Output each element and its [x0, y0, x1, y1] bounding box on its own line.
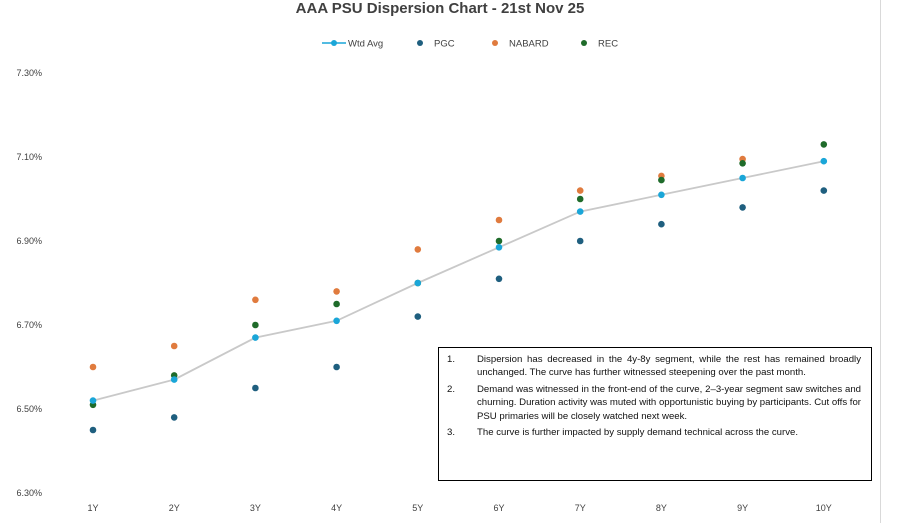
rec-point [820, 141, 828, 148]
plot-area [89, 141, 828, 434]
pgc-point [252, 384, 259, 392]
wtd-avg-point [495, 244, 503, 251]
wtd-avg-point [252, 334, 259, 341]
rec-point [252, 321, 259, 329]
legend-label-nabard: NABARD [509, 39, 549, 50]
rec-point [495, 237, 503, 245]
note-text: The curve is further impacted by supply … [477, 427, 799, 439]
x-tick-label: 10Y [816, 503, 832, 513]
rec-point [333, 300, 340, 308]
x-tick-label: 2Y [169, 503, 180, 513]
note-item: 2. Demand was witnessed in the front-end… [447, 383, 861, 423]
legend-marker-pgc [417, 40, 423, 46]
legend-label-wtd-avg: Wtd Avg [348, 39, 383, 50]
wtd-avg-point [333, 317, 340, 325]
note-text: Demand was witnessed in the front-end of… [477, 383, 861, 422]
wtd-avg-point [820, 157, 828, 165]
pgc-point [820, 187, 828, 194]
nabard-point [495, 216, 503, 224]
y-tick-label: 6.30% [16, 488, 42, 498]
note-item: 3. The curve is further impacted by supp… [447, 426, 861, 439]
pgc-point [89, 426, 97, 434]
wtd-avg-point [414, 279, 422, 287]
pgc-point [495, 275, 503, 283]
note-number: 2. [447, 383, 456, 395]
legend-label-rec: REC [598, 39, 618, 50]
nabard-point [252, 296, 259, 304]
note-number: 3. [447, 427, 456, 439]
nabard-point [89, 363, 97, 371]
x-tick-label: 9Y [737, 503, 748, 513]
notes-box: 1. Dispersion has decreased in the 4y-8y… [438, 347, 872, 481]
wtd-avg-line [92, 160, 824, 402]
wtd-avg-point [739, 174, 746, 182]
legend-label-pgc: PGC [434, 39, 455, 50]
legend-marker-wtd-avg [331, 40, 337, 46]
rec-point [658, 176, 665, 184]
wtd-avg-point [658, 191, 665, 199]
x-tick-label: 5Y [412, 503, 423, 513]
note-item: 1. Dispersion has decreased in the 4y-8y… [447, 353, 861, 380]
x-tick-label: 4Y [331, 503, 342, 513]
nabard-point [333, 288, 340, 295]
y-tick-label: 7.10% [16, 152, 42, 162]
legend: Wtd Avg PGC NABARD REC [322, 39, 618, 50]
x-tick-label: 8Y [656, 503, 667, 513]
note-number: 1. [447, 354, 456, 365]
wtd-avg-point [576, 208, 584, 215]
legend-marker-rec [581, 40, 587, 46]
note-text: Dispersion has decreased in the 4y-8y se… [477, 354, 861, 379]
x-tick-label: 7Y [575, 503, 586, 513]
x-tick-label: 3Y [250, 503, 261, 513]
pgc-point [658, 220, 665, 228]
chart-title: AAA PSU Dispersion Chart - 21st Nov 25 [296, 0, 585, 17]
pgc-point [333, 363, 340, 371]
wtd-avg-point [170, 376, 178, 383]
y-tick-label: 6.70% [16, 320, 42, 330]
wtd-avg-point [89, 397, 97, 404]
pgc-point [576, 237, 584, 245]
rec-point [576, 195, 584, 203]
nabard-point [576, 187, 584, 194]
x-axis: 1Y 2Y 3Y 4Y 5Y 6Y 7Y 8Y 9Y 10Y [87, 503, 831, 513]
x-tick-label: 6Y [493, 503, 504, 513]
y-tick-label: 6.90% [16, 236, 42, 246]
y-tick-label: 6.50% [16, 404, 42, 414]
pgc-point [170, 414, 178, 421]
dispersion-chart: AAA PSU Dispersion Chart - 21st Nov 25 W… [16, 0, 831, 513]
rec-point [739, 160, 746, 167]
pgc-point [414, 313, 422, 320]
legend-marker-nabard [492, 40, 498, 46]
x-tick-label: 1Y [87, 503, 98, 513]
y-axis: 6.30% 6.50% 6.70% 6.90% 7.10% 7.30% [16, 68, 42, 498]
nabard-point [170, 342, 178, 350]
pgc-point [739, 204, 746, 211]
y-tick-label: 7.30% [16, 68, 42, 78]
nabard-point [414, 246, 422, 253]
